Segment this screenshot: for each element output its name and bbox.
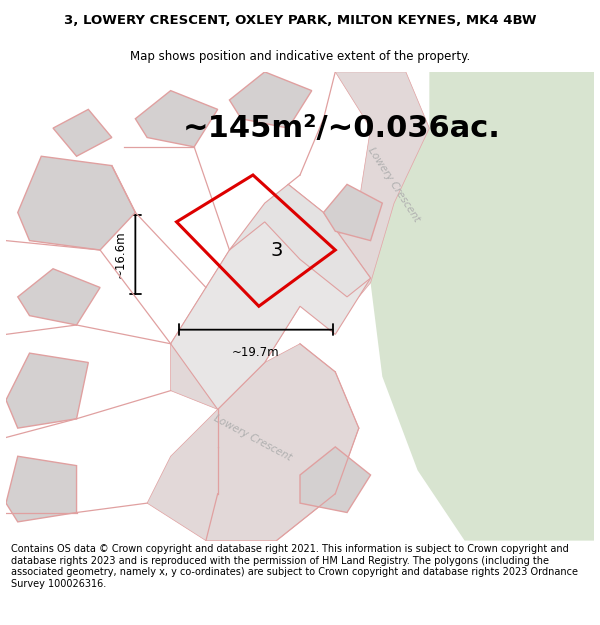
Polygon shape (300, 72, 430, 325)
Polygon shape (229, 184, 371, 297)
Polygon shape (18, 156, 136, 250)
Text: Map shows position and indicative extent of the property.: Map shows position and indicative extent… (130, 49, 470, 62)
Polygon shape (147, 344, 359, 541)
Text: ~16.6m: ~16.6m (113, 231, 127, 279)
Polygon shape (136, 91, 218, 147)
Text: Contains OS data © Crown copyright and database right 2021. This information is : Contains OS data © Crown copyright and d… (11, 544, 578, 589)
Polygon shape (371, 72, 594, 541)
Polygon shape (170, 184, 371, 409)
Text: ~19.7m: ~19.7m (232, 346, 280, 359)
Text: ~145m²/~0.036ac.: ~145m²/~0.036ac. (182, 114, 500, 142)
Polygon shape (53, 109, 112, 156)
Polygon shape (18, 269, 100, 325)
Polygon shape (6, 353, 88, 428)
Polygon shape (323, 184, 382, 241)
Text: 3: 3 (270, 241, 283, 259)
Polygon shape (170, 250, 300, 409)
Polygon shape (6, 456, 77, 522)
Text: 3, LOWERY CRESCENT, OXLEY PARK, MILTON KEYNES, MK4 4BW: 3, LOWERY CRESCENT, OXLEY PARK, MILTON K… (64, 14, 536, 27)
Text: Lowery Crescent: Lowery Crescent (366, 145, 422, 224)
Polygon shape (300, 447, 371, 512)
Polygon shape (229, 72, 312, 128)
Text: Lowery Crescent: Lowery Crescent (212, 412, 293, 462)
